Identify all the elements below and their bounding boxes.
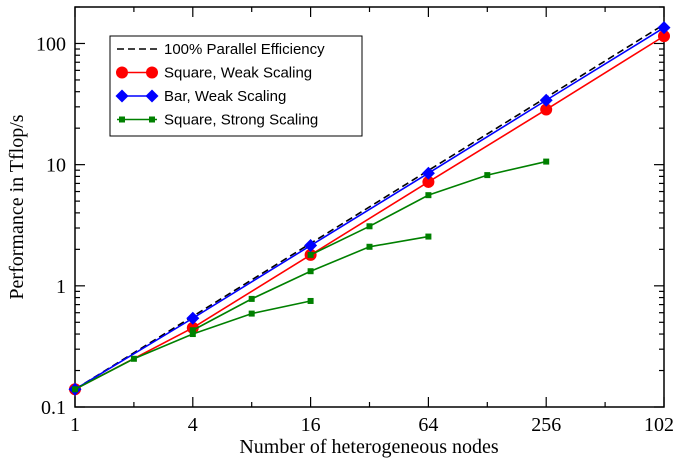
legend-item: 100% Parallel Efficiency <box>117 41 325 58</box>
data-point <box>307 268 314 275</box>
series-line <box>74 35 665 390</box>
data-point <box>366 223 373 230</box>
x-tick-label: 4 <box>188 414 198 436</box>
data-point <box>145 89 159 103</box>
legend-label: Square, Weak Scaling <box>164 65 312 82</box>
data-point <box>116 66 128 79</box>
data-point <box>189 331 196 338</box>
data-point <box>307 251 314 258</box>
data-point <box>72 386 78 393</box>
series-layer <box>68 21 671 396</box>
x-tick-label: 64 <box>418 414 438 436</box>
data-point <box>658 30 670 43</box>
x-tick-label: 16 <box>301 414 321 436</box>
data-point <box>149 116 155 123</box>
series-line <box>74 26 665 390</box>
data-point <box>186 311 200 325</box>
series-line <box>74 23 665 390</box>
legend: 100% Parallel Efficiency Square, Weak Sca… <box>109 35 363 137</box>
data-point <box>115 89 129 103</box>
y-tick-label: 0.1 <box>41 397 66 419</box>
legend-item: Square, Strong Scaling <box>117 112 318 129</box>
data-point <box>421 166 435 180</box>
series-bar-weak-scaling <box>68 21 671 396</box>
data-point <box>119 116 125 123</box>
series-100-parallel-efficiency <box>74 23 665 390</box>
legend-label: Bar, Weak Scaling <box>164 88 286 105</box>
y-tick-label: 10 <box>46 155 66 177</box>
x-axis-title: Number of heterogeneous nodes <box>239 436 499 458</box>
data-point <box>248 310 255 317</box>
data-point <box>425 233 432 240</box>
legend-label: 100% Parallel Efficiency <box>164 41 325 58</box>
data-point <box>422 175 435 188</box>
legend-item: Square, Weak Scaling <box>116 65 312 82</box>
data-point <box>248 295 255 302</box>
legend-label: Square, Strong Scaling <box>164 112 318 129</box>
data-point <box>307 297 314 304</box>
data-point <box>543 158 550 165</box>
data-point <box>189 327 196 334</box>
x-tick-label: 1 <box>70 414 80 436</box>
series-square-strong-scaling <box>72 158 550 393</box>
y-tick-label: 1 <box>56 276 66 298</box>
data-point <box>425 192 432 199</box>
data-point <box>657 21 671 35</box>
legend-item: Bar, Weak Scaling <box>115 88 286 105</box>
data-point <box>130 355 137 362</box>
data-point <box>366 243 373 250</box>
data-point <box>146 66 158 79</box>
x-tick-label: 1024 <box>644 414 674 436</box>
data-point <box>539 93 553 107</box>
x-tick-label: 256 <box>531 414 561 436</box>
data-point <box>484 172 491 179</box>
data-point <box>304 239 318 253</box>
data-point <box>540 103 553 116</box>
y-axis-title: Performance in Tflop/s <box>6 114 28 299</box>
y-tick-label: 100 <box>36 33 66 55</box>
